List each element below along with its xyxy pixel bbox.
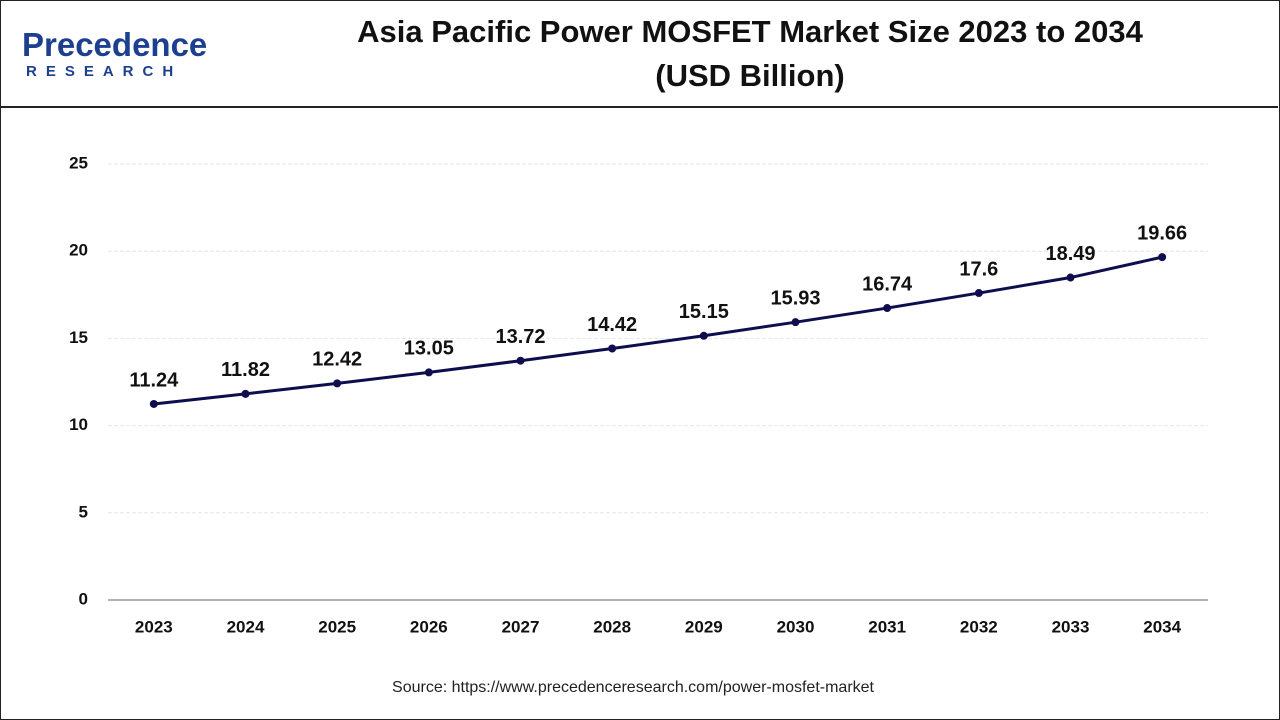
logo-name: Precedence [22, 26, 208, 63]
x-tick-label: 2031 [868, 617, 906, 636]
data-label: 18.49 [1045, 243, 1095, 265]
x-tick-label: 2026 [410, 617, 448, 636]
x-tick-label: 2034 [1143, 617, 1181, 636]
data-point [791, 318, 800, 327]
series-line [153, 255, 1163, 406]
header: Precedence RESEARCH Asia Pacific Power M… [0, 0, 1278, 108]
x-tick-label: 2023 [135, 617, 173, 636]
data-point [608, 344, 617, 353]
data-point [149, 399, 158, 408]
data-point [883, 304, 892, 313]
data-point [424, 368, 433, 377]
data-point [1158, 253, 1167, 262]
y-tick-label: 0 [79, 589, 88, 608]
data-label: 16.74 [862, 273, 913, 295]
data-label: 15.15 [679, 301, 729, 323]
x-tick-label: 2032 [960, 617, 998, 636]
data-label: 13.72 [495, 326, 545, 348]
data-point [974, 289, 983, 298]
source-note: Source: https://www.precedenceresearch.c… [392, 679, 874, 696]
data-point [1066, 273, 1075, 282]
x-tick-label: 2029 [685, 617, 723, 636]
y-tick-label: 20 [69, 241, 88, 260]
data-label: 15.93 [770, 287, 820, 309]
x-tick-label: 2027 [502, 617, 540, 636]
data-label: 11.82 [221, 359, 270, 381]
logo-subname: RESEARCH [26, 63, 183, 80]
data-label: 11.24 [129, 369, 179, 391]
data-point [241, 389, 250, 398]
chart-title: Asia Pacific Power MOSFET Market Size 20… [357, 14, 1143, 49]
data-label: 19.66 [1137, 222, 1187, 244]
data-point [516, 356, 525, 365]
y-tick-label: 25 [69, 153, 88, 172]
x-tick-label: 2028 [593, 617, 631, 636]
data-point [699, 331, 708, 340]
data-point [333, 379, 342, 388]
x-tick-label: 2025 [318, 617, 356, 636]
data-label: 13.05 [404, 338, 454, 360]
data-label: 14.42 [587, 314, 637, 336]
y-tick-label: 10 [69, 415, 88, 434]
chart-subtitle: (USD Billion) [655, 58, 845, 93]
x-tick-label: 2033 [1052, 617, 1090, 636]
data-label: 12.42 [312, 349, 362, 371]
data-label: 17.6 [959, 258, 998, 280]
x-tick-label: 2024 [227, 617, 265, 636]
y-tick-label: 15 [69, 328, 88, 347]
y-tick-label: 5 [79, 502, 88, 521]
x-tick-label: 2030 [777, 617, 815, 636]
